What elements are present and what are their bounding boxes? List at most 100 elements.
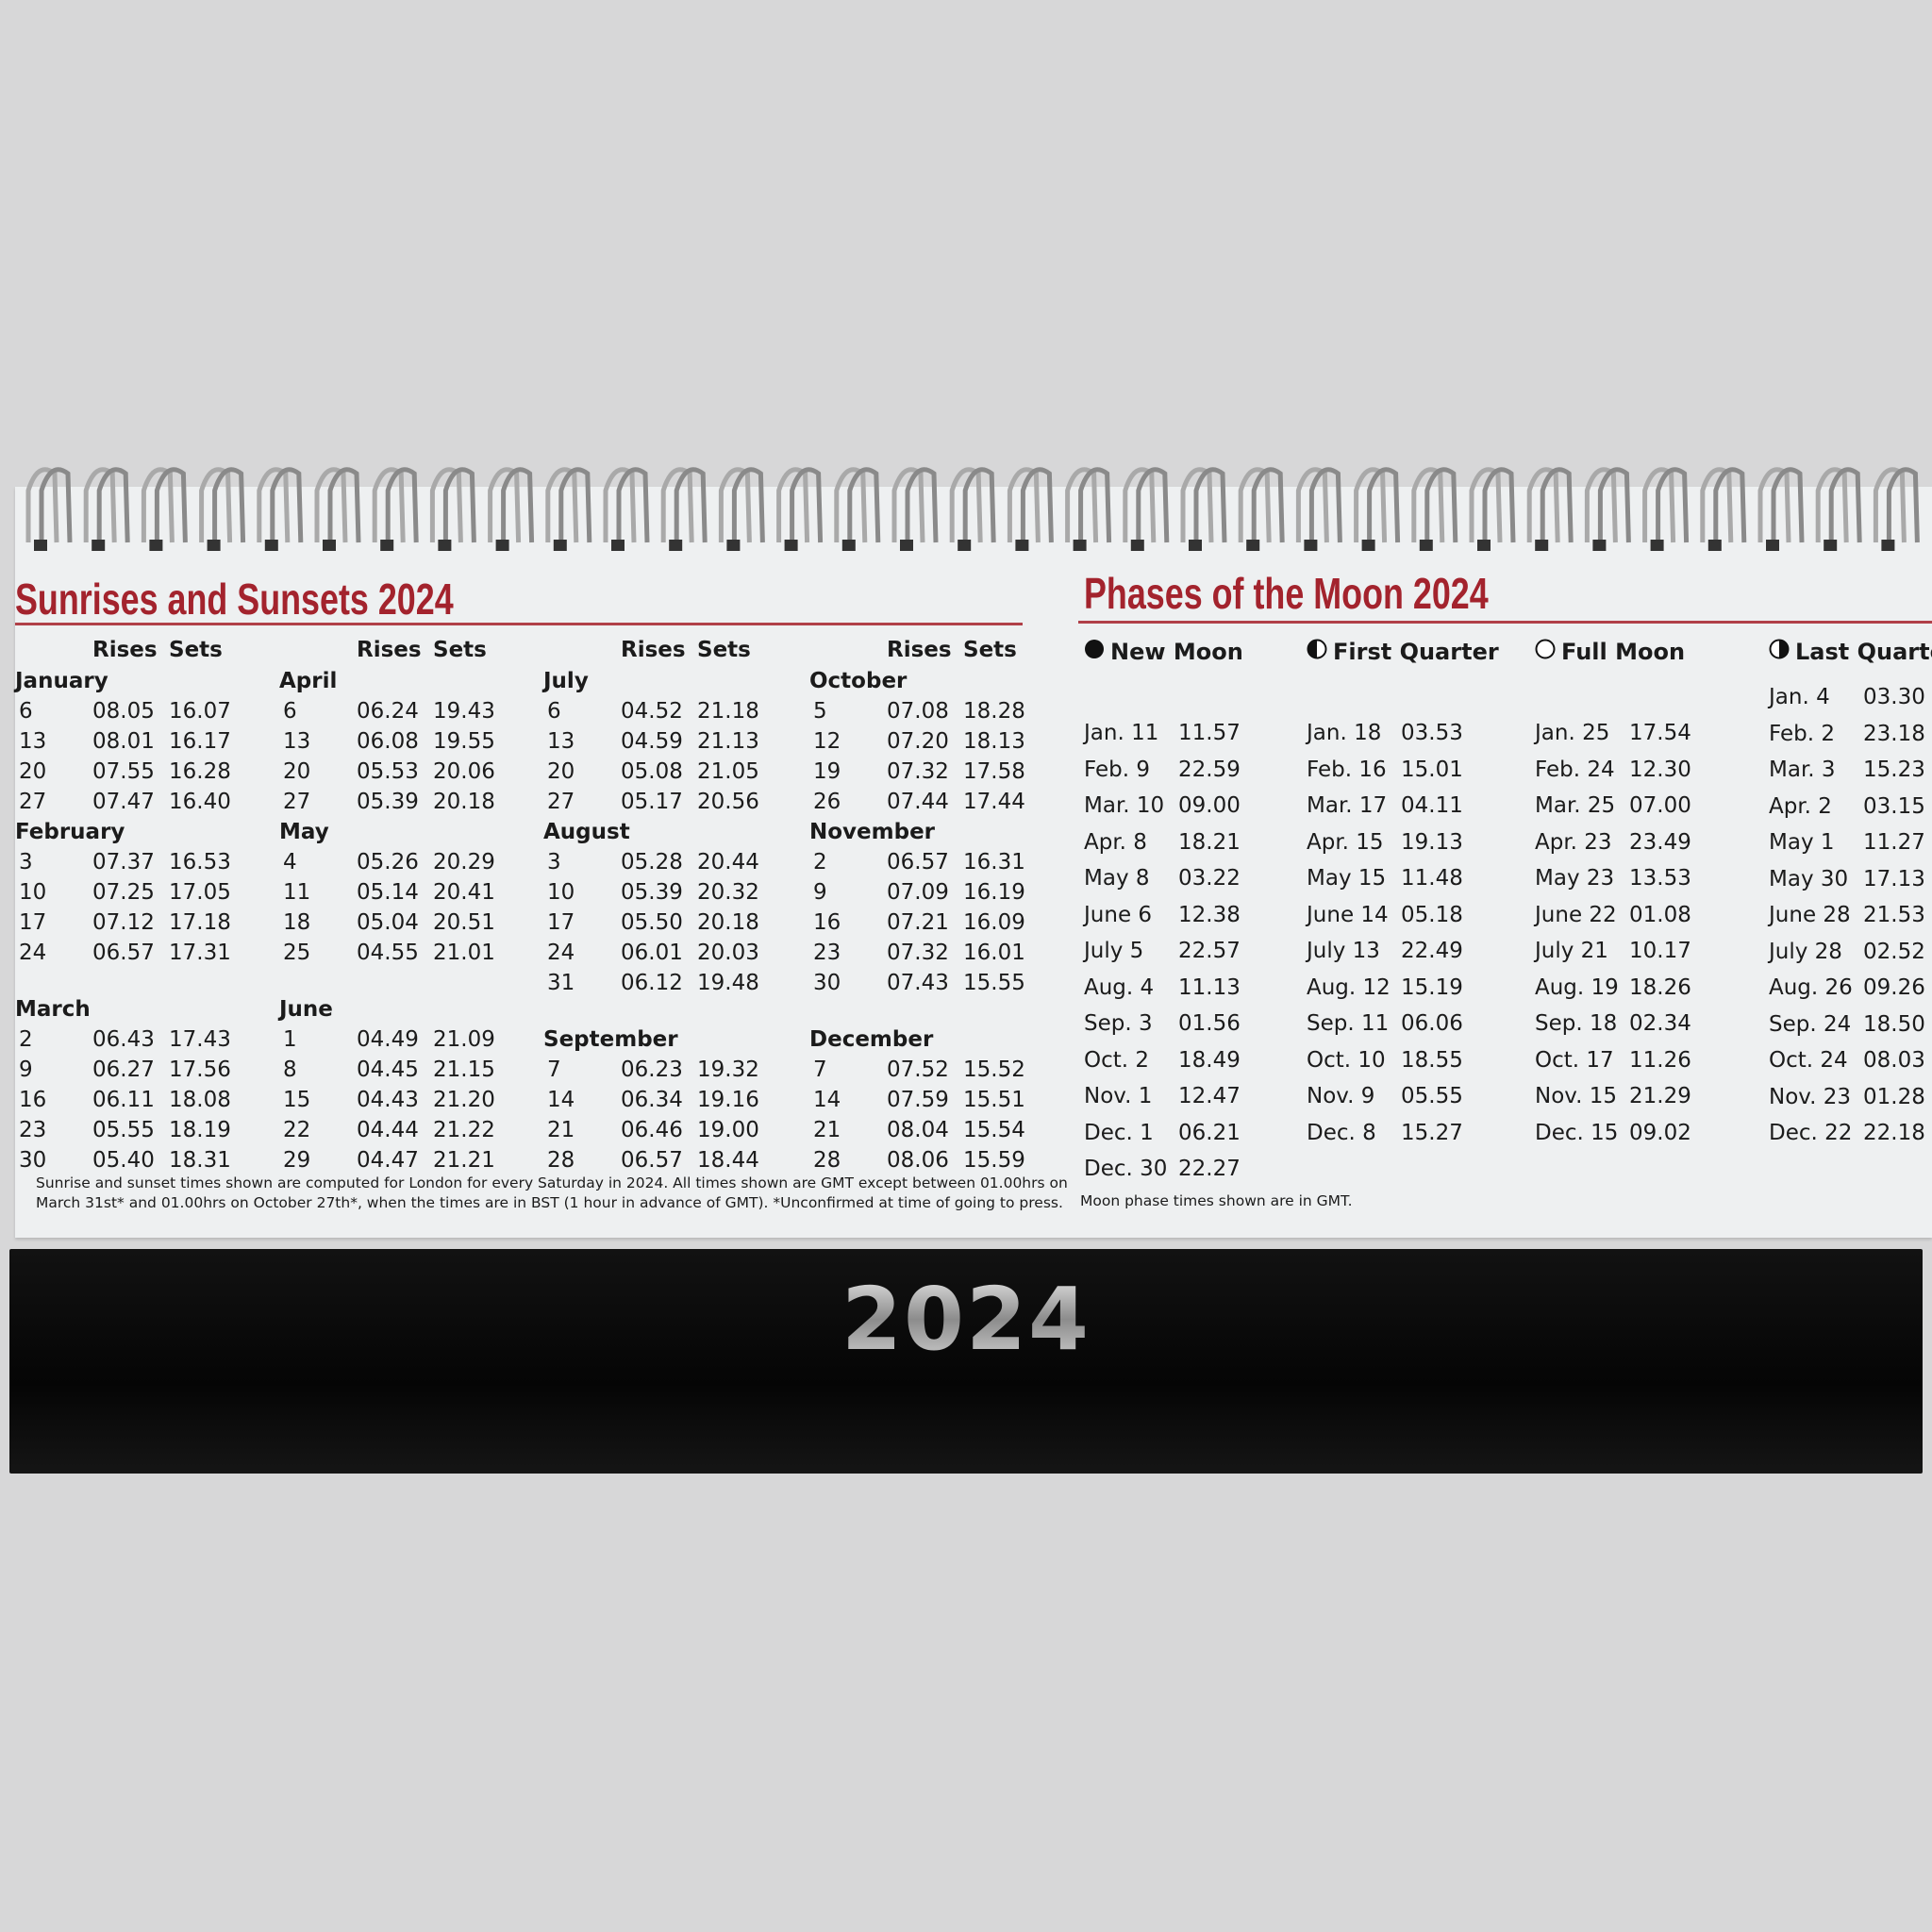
month-block: September 7 06.23 19.32 14 06.34 19.16 21 06.46 1…: [543, 1024, 798, 1175]
phase-time: 04.11: [1401, 793, 1463, 818]
day: 28: [547, 1148, 575, 1173]
table-row: 12 07.20 18.13: [809, 726, 1064, 757]
table-row: 8 04.45 21.15: [279, 1055, 534, 1085]
phase-rows: Jan. 18 03.53 Feb. 16 15.01 Mar. 17 04.11 Apr.…: [1307, 715, 1542, 1151]
spiral-coil: [1065, 467, 1099, 543]
spiral-coil: [314, 467, 348, 543]
day: 9: [813, 880, 827, 905]
set-time: 16.09: [963, 910, 1025, 935]
spiral-coil: [96, 467, 130, 543]
spiral-coil: [1308, 467, 1342, 543]
phase-time: 05.18: [1401, 902, 1463, 927]
set-time: 16.07: [169, 699, 231, 724]
day: 15: [283, 1088, 311, 1112]
phase-time: 01.28: [1863, 1084, 1925, 1109]
day: 6: [19, 699, 33, 724]
table-row: Jan. 25 17.54: [1535, 715, 1771, 752]
phase-time: 06.21: [1178, 1120, 1241, 1145]
rise-time: 04.43: [357, 1088, 419, 1112]
phase-date: Oct. 17: [1535, 1047, 1614, 1073]
table-row: Mar. 25 07.00: [1535, 788, 1771, 824]
rise-time: 06.27: [92, 1058, 155, 1082]
month-block: August 3 05.28 20.44 10 05.39 20.32 17 05.50 20.1…: [543, 817, 798, 998]
day: 13: [547, 729, 575, 754]
set-time: 17.44: [963, 790, 1025, 814]
phase-date: June 14: [1307, 902, 1389, 927]
phase-time: 05.55: [1401, 1084, 1463, 1108]
spiral-coil: [776, 467, 810, 543]
moon-phase-column: Last Quarter Jan. 4 03.30 Feb. 2 23.18 Mar. 3…: [1769, 634, 1932, 1152]
day: 20: [283, 759, 311, 784]
phase-time: 11.57: [1178, 721, 1241, 745]
table-row: 31 06.12 19.48: [543, 968, 798, 998]
table-row: June 28 21.53: [1769, 897, 1932, 934]
day: 5: [813, 699, 827, 724]
spiral-coil: [1540, 467, 1574, 543]
day: 2: [813, 850, 827, 874]
table-row: 27 07.47 16.40: [15, 787, 270, 817]
phase-date: Sep. 11: [1307, 1011, 1390, 1036]
rise-time: 07.37: [92, 850, 155, 874]
day: 10: [19, 880, 47, 905]
phase-time: 01.56: [1178, 1011, 1241, 1036]
table-row: 2 06.57 16.31: [809, 847, 1064, 877]
punch-hole: [1361, 540, 1375, 551]
set-time: 20.41: [433, 880, 495, 905]
day: 6: [283, 699, 297, 724]
rise-time: 08.05: [92, 699, 155, 724]
spiral-coil: [1886, 467, 1920, 543]
rise-time: 07.32: [887, 759, 949, 784]
month-name: June: [279, 997, 333, 1022]
rise-time: 04.55: [357, 941, 419, 965]
table-row: Mar. 3 15.23: [1769, 752, 1932, 789]
set-time: 21.22: [433, 1118, 495, 1142]
table-row: May 23 13.53: [1535, 860, 1771, 897]
table-row: 16 07.21 16.09: [809, 908, 1064, 938]
spiral-coil: [385, 467, 419, 543]
table-row: June 22 01.08: [1535, 897, 1771, 934]
day: 29: [283, 1148, 311, 1173]
phase-time: 18.50: [1863, 1011, 1925, 1037]
phase-time: 18.55: [1401, 1047, 1463, 1073]
phase-date: Mar. 10: [1084, 793, 1165, 818]
phase-date: Feb. 9: [1084, 757, 1150, 782]
set-time: 15.51: [963, 1088, 1025, 1112]
punch-hole: [207, 540, 221, 551]
day: 13: [283, 729, 311, 754]
rise-time: 06.11: [92, 1088, 155, 1112]
table-row: Feb. 16 15.01: [1307, 752, 1542, 789]
spiral-coil: [847, 467, 881, 543]
month-name: January: [15, 669, 108, 693]
moon-title: Phases of the Moon 2024: [1084, 569, 1489, 618]
phase-time: 13.53: [1629, 866, 1691, 891]
day: 14: [547, 1088, 575, 1112]
spiral-coil: [1597, 467, 1631, 543]
month-name: May: [279, 820, 329, 844]
spiral-coil: [1020, 467, 1054, 543]
phase-date: Dec. 22: [1769, 1121, 1853, 1145]
table-row: Oct. 24 08.03: [1769, 1042, 1932, 1079]
phase-date: July 28: [1769, 939, 1842, 964]
table-row: 3 07.37 16.53: [15, 847, 270, 877]
month-block: June 1 04.49 21.09 8 04.45 21.15 15 04.43 21.20 22…: [279, 994, 534, 1175]
phase-date: Sep. 3: [1084, 1011, 1153, 1036]
table-row: 10 05.39 20.32: [543, 877, 798, 908]
day: 1: [283, 1027, 297, 1052]
table-row: Nov. 23 01.28: [1769, 1079, 1932, 1116]
day: 12: [813, 729, 841, 754]
phase-time: 03.22: [1178, 866, 1241, 891]
phase-date: May 23: [1535, 866, 1615, 891]
punch-hole: [1015, 540, 1029, 551]
rise-time: 07.08: [887, 699, 949, 724]
rise-time: 05.55: [92, 1118, 155, 1142]
table-row: Feb. 9 22.59: [1084, 752, 1320, 789]
day: 20: [19, 759, 47, 784]
day: 26: [813, 790, 841, 814]
month-block: March 2 06.43 17.43 9 06.27 17.56 16 06.11 18.08 2…: [15, 994, 270, 1175]
spiral-coil: [1656, 467, 1690, 543]
spiral-coil: [1771, 467, 1805, 543]
spiral-coil: [660, 467, 694, 543]
punch-hole: [1766, 540, 1779, 551]
phase-header: Full Moon: [1535, 634, 1771, 670]
punch-hole: [841, 540, 856, 551]
